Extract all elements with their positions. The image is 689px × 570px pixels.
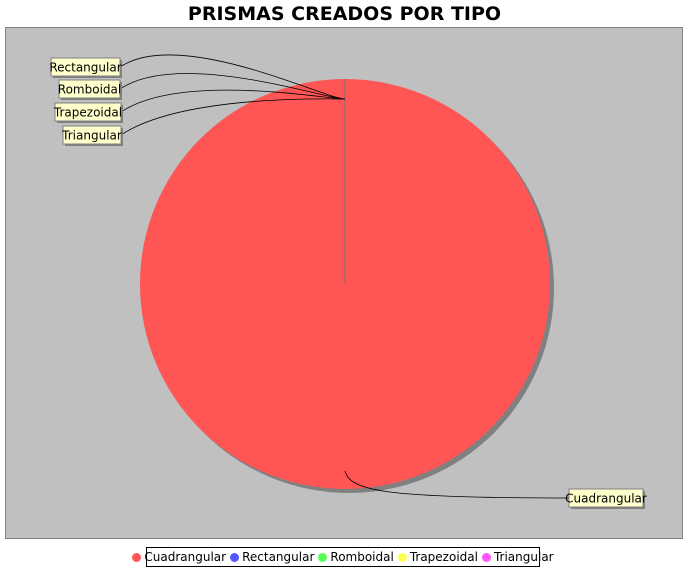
legend-swatch-rectangular	[230, 552, 240, 562]
slice-label-triangular-connector	[120, 98, 346, 136]
legend: Cuadrangular Rectangular Romboidal Trapezoi…	[132, 547, 554, 567]
legend-swatch-triangular	[481, 552, 491, 562]
slice-label-trapezoidal-connector	[120, 89, 346, 113]
slice-label-trapezoidal-box	[54, 102, 122, 122]
legend-item-cuadrangular: Cuadrangular	[132, 550, 226, 564]
slice-label-trapezoidal: Trapezoidal	[53, 89, 346, 123]
legend-item-triangular: Triangular	[481, 550, 554, 564]
legend-label-romboidal: Romboidal	[330, 550, 394, 564]
slice-label-romboidal: Romboidal	[58, 73, 346, 100]
slice-label-romboidal-box	[58, 79, 121, 99]
plot-area: Rectangular Romboidal Trapezoidal Triangula…	[5, 27, 683, 539]
slice-label-triangular-text: Triangular	[61, 129, 122, 143]
slice-label-cuadrangular-connector	[344, 470, 570, 499]
chart-title: PRISMAS CREADOS POR TIPO	[187, 3, 502, 25]
legend-swatch-romboidal	[318, 552, 328, 562]
legend-label-cuadrangular: Cuadrangular	[144, 550, 227, 564]
pie-chart: Rectangular Romboidal Trapezoidal Triangula…	[5, 27, 683, 539]
slice-label-cuadrangular: Cuadrangular	[344, 470, 647, 509]
slice-label-romboidal-connector	[119, 73, 346, 100]
slice-label-trapezoidal-text: Trapezoidal	[53, 106, 122, 120]
slice-label-rectangular-box	[50, 57, 121, 77]
slice-label-rectangular: Rectangular	[49, 54, 346, 100]
legend-swatch-trapezoidal	[397, 552, 407, 562]
slice-label-triangular-box	[62, 125, 122, 145]
legend-item-rectangular: Rectangular	[230, 550, 314, 564]
slice-label-romboidal-text: Romboidal	[58, 83, 121, 97]
legend-item-trapezoidal: Trapezoidal	[397, 550, 478, 564]
legend-swatch-cuadrangular	[132, 552, 142, 562]
slice-label-cuadrangular-box	[568, 488, 644, 508]
legend-item-romboidal: Romboidal	[318, 550, 394, 564]
legend-label-rectangular: Rectangular	[242, 550, 315, 564]
slice-label-rectangular-connector	[119, 54, 346, 100]
slice-label-rectangular-text: Rectangular	[49, 61, 121, 75]
slice-label-cuadrangular-text: Cuadrangular	[565, 492, 647, 506]
slice-label-triangular: Triangular	[61, 98, 346, 146]
legend-label-triangular: Triangular	[493, 550, 554, 564]
legend-label-trapezoidal: Trapezoidal	[409, 550, 478, 564]
